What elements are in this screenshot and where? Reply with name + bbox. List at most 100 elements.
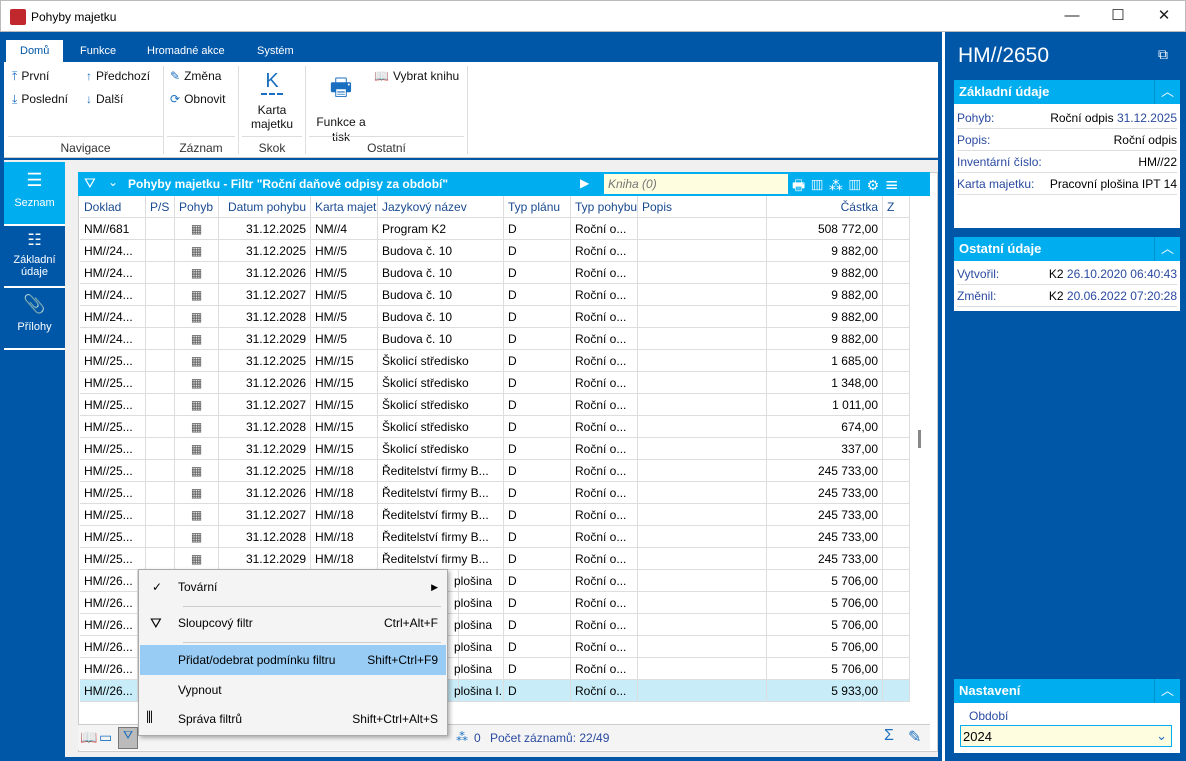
scrollbar-thumb[interactable] — [918, 430, 921, 448]
select-book-button[interactable]: 📖 Vybrat knihu — [374, 69, 460, 83]
table-cell — [883, 218, 910, 240]
menu-item-sprava-filtru[interactable]: ⦀ Správa filtrů Shift+Ctrl+Alt+S — [140, 704, 446, 734]
previous-button[interactable]: ↑ Předchozí — [86, 69, 151, 83]
table-row[interactable]: HM//25... ▦ 31.12.2027 HM//15 Školicí středi… — [80, 394, 910, 416]
pencil-icon[interactable]: ✎ — [908, 729, 922, 746]
table-cell: 31.12.2027 — [219, 284, 311, 306]
table-row[interactable]: HM//25... ▦ 31.12.2025 HM//15 Školicí středi… — [80, 350, 910, 372]
section-other-header: Ostatní údaje ︿ — [954, 237, 1180, 261]
play-icon[interactable]: ▶ — [580, 176, 590, 190]
table-cell: Školicí středisko — [378, 372, 504, 394]
menu-item-sloupcovy-filtr[interactable]: ⛛ Sloupcový filtr Ctrl+Alt+F — [140, 608, 446, 638]
chevron-up-icon[interactable]: ︿ — [1154, 679, 1180, 703]
sum-icon[interactable]: Σ — [884, 727, 894, 744]
column-header[interactable]: P/S — [146, 196, 175, 218]
record-count: Počet záznamů: 22/49 — [490, 731, 610, 745]
column-header[interactable]: Doklad — [80, 196, 146, 218]
tab-funkce[interactable]: Funkce — [80, 45, 117, 57]
book-icon[interactable]: 📖 — [80, 729, 98, 745]
tab-hromadne-akce[interactable]: Hromadné akce — [147, 45, 225, 57]
table-cell: 5 933,00 — [767, 680, 883, 702]
first-button[interactable]: ⤒ První — [12, 69, 50, 83]
column-header[interactable]: Popis — [638, 196, 767, 218]
column-header[interactable]: Pohyb — [175, 196, 219, 218]
open-external-icon[interactable]: ⧉ — [1158, 46, 1168, 62]
group-ostatni: Ostatní — [309, 136, 464, 155]
table-row[interactable]: HM//25... ▦ 31.12.2029 HM//18 Ředitelství fi… — [80, 548, 910, 570]
last-button[interactable]: ⤓ Poslední — [12, 92, 69, 106]
card-button[interactable]: K Karta majetku — [250, 70, 294, 131]
table-row[interactable]: HM//25... ▦ 31.12.2026 HM//18 Ředitelství fi… — [80, 482, 910, 504]
table-cell: HM//25... — [80, 526, 146, 548]
chevron-up-icon[interactable]: ︿ — [1154, 237, 1180, 261]
table-row[interactable]: HM//24... ▦ 31.12.2028 HM//5 Budova č. 10 D Ro… — [80, 306, 910, 328]
paperclip-icon: 📎 — [23, 294, 46, 314]
table-cell: HM//15 — [311, 372, 378, 394]
edit-button[interactable]: ✎ Změna — [170, 69, 222, 83]
menu-item-tovarni[interactable]: ✓ Tovární ▶ — [140, 572, 446, 602]
column-header[interactable]: Částka — [767, 196, 883, 218]
table-cell — [883, 592, 910, 614]
table-row[interactable]: HM//25... ▦ 31.12.2028 HM//15 Školicí středi… — [80, 416, 910, 438]
table-cell: Roční o... — [571, 548, 638, 570]
table-cell: HM//25... — [80, 504, 146, 526]
minimize-button[interactable]: — — [1064, 7, 1080, 24]
maximize-button[interactable]: ☐ — [1111, 7, 1125, 24]
archive-icon[interactable]: ▭ — [99, 729, 113, 745]
book-search-input[interactable] — [604, 174, 788, 194]
app-logo-icon — [10, 9, 26, 25]
grid-toolbar-icons[interactable]: 🖶▥⁂▥⚙☰ — [792, 175, 904, 199]
column-header[interactable]: Typ pohybu — [571, 196, 638, 218]
tab-domu[interactable]: Domů — [6, 40, 64, 62]
grid-title: Pohyby majetku - Filtr "Roční daňové odp… — [128, 177, 449, 191]
table-row[interactable]: HM//25... ▦ 31.12.2027 HM//18 Ředitelství fi… — [80, 504, 910, 526]
chevron-down-icon[interactable]: ⌄ — [108, 175, 119, 189]
column-header[interactable]: Z — [883, 196, 910, 218]
column-header[interactable]: Jazykový název — [378, 196, 504, 218]
table-row[interactable]: HM//24... ▦ 31.12.2026 HM//5 Budova č. 10 D Ro… — [80, 262, 910, 284]
column-header[interactable]: Datum pohybu — [219, 196, 311, 218]
table-row[interactable]: HM//24... ▦ 31.12.2029 HM//5 Budova č. 10 D Ro… — [80, 328, 910, 350]
table-row[interactable]: HM//24... ▦ 31.12.2027 HM//5 Budova č. 10 D Ro… — [80, 284, 910, 306]
table-row[interactable]: HM//25... ▦ 31.12.2025 HM//18 Ředitelství fi… — [80, 460, 910, 482]
calculator-icon: ▦ — [175, 372, 219, 394]
menu-item-pridat-odebrat-podminku[interactable]: Přidat/odebrat podmínku filtru Shift+Ctrl… — [140, 645, 446, 675]
close-button[interactable]: ✕ — [1157, 7, 1171, 24]
table-cell: HM//15 — [311, 350, 378, 372]
table-cell — [883, 240, 910, 262]
filter-menu-button[interactable]: ⛛ — [118, 727, 138, 749]
table-cell: 31.12.2026 — [219, 482, 311, 504]
table-row[interactable]: NM//681 ▦ 31.12.2025 NM//4 Program K2 D Roční … — [80, 218, 910, 240]
arrow-bottom-icon: ⤓ — [12, 92, 18, 106]
table-cell: 337,00 — [767, 438, 883, 460]
table-cell: D — [504, 284, 571, 306]
filter-icon[interactable]: ⛛ — [84, 175, 96, 191]
menu-item-vypnout[interactable]: Vypnout — [178, 683, 222, 697]
column-header[interactable]: Typ plánu — [504, 196, 571, 218]
chevron-up-icon[interactable]: ︿ — [1154, 80, 1180, 104]
next-button[interactable]: ↓ Další — [86, 92, 124, 106]
period-select[interactable]: 2024 ⌄ — [960, 725, 1172, 747]
group-zaznam: Záznam — [167, 136, 235, 155]
table-cell: 31.12.2029 — [219, 438, 311, 460]
ribbon-tabs: Domů Funkce Hromadné akce Systém — [4, 36, 938, 62]
table-cell: 1 348,00 — [767, 372, 883, 394]
table-cell: Ředitelství firmy B... — [378, 460, 504, 482]
refresh-button[interactable]: ⟳ Obnovit — [170, 92, 226, 106]
table-cell: Ředitelství firmy B... — [378, 504, 504, 526]
table-row[interactable]: HM//25... ▦ 31.12.2029 HM//15 Školicí středi… — [80, 438, 910, 460]
splitter[interactable] — [942, 32, 945, 761]
column-header[interactable]: Karta majetk — [311, 196, 378, 218]
nav-prilohy[interactable]: 📎 Přílohy — [4, 288, 65, 350]
table-row[interactable]: HM//26... plošina D Roční o... 5 706,00 — [80, 636, 910, 658]
table-cell — [638, 262, 767, 284]
table-row[interactable]: HM//24... ▦ 31.12.2025 HM//5 Budova č. 10 D Ro… — [80, 240, 910, 262]
nav-seznam[interactable]: ☰ Seznam — [4, 162, 65, 226]
table-row[interactable]: HM//25... ▦ 31.12.2026 HM//15 Školicí středi… — [80, 372, 910, 394]
tab-system[interactable]: Systém — [257, 45, 294, 57]
print-button[interactable]: 🖶 Funkce a tisk — [310, 70, 372, 145]
table-cell — [146, 526, 175, 548]
nav-zakladni-udaje[interactable]: ☷ Základní údaje — [4, 226, 65, 288]
table-row[interactable]: HM//25... ▦ 31.12.2028 HM//18 Ředitelství fi… — [80, 526, 910, 548]
detail-value: HM//22 — [1138, 155, 1177, 169]
